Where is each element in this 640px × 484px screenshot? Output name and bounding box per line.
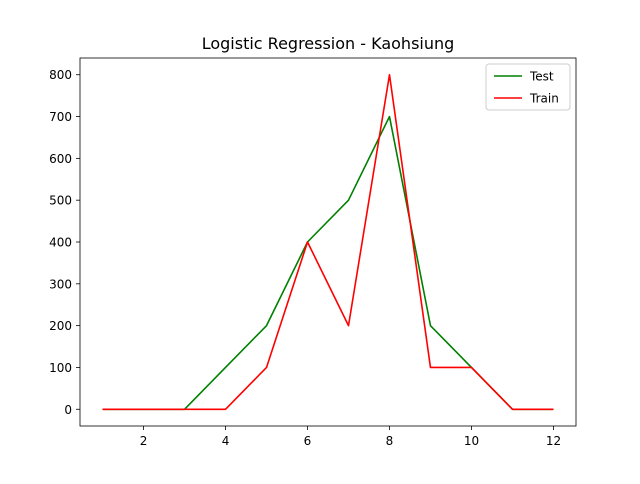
y-tick-label: 500	[49, 194, 72, 208]
y-tick-label: 700	[49, 110, 72, 124]
y-axis: 0 100 200 300 400 500 600 700 800	[49, 68, 80, 417]
legend: Test Train	[485, 63, 571, 111]
x-axis: 2 4 6 8 10 12	[140, 426, 561, 448]
x-tick-label: 12	[546, 434, 561, 448]
series-layer	[102, 73, 554, 411]
y-tick-label: 600	[49, 152, 72, 166]
x-tick-label: 10	[464, 434, 479, 448]
x-tick-label: 2	[140, 434, 148, 448]
x-tick-label: 8	[386, 434, 394, 448]
legend-label: Train	[529, 92, 559, 106]
y-tick-label: 100	[49, 361, 72, 375]
y-tick-label: 0	[64, 403, 72, 417]
x-tick-label: 6	[304, 434, 312, 448]
series-line-train	[102, 73, 554, 411]
legend-label: Test	[529, 70, 554, 84]
chart-title: Logistic Regression - Kaohsiung	[202, 34, 455, 53]
y-tick-label: 200	[49, 319, 72, 333]
y-tick-label: 400	[49, 236, 72, 250]
y-tick-label: 300	[49, 277, 72, 291]
y-tick-label: 800	[49, 68, 72, 82]
x-tick-label: 4	[222, 434, 230, 448]
